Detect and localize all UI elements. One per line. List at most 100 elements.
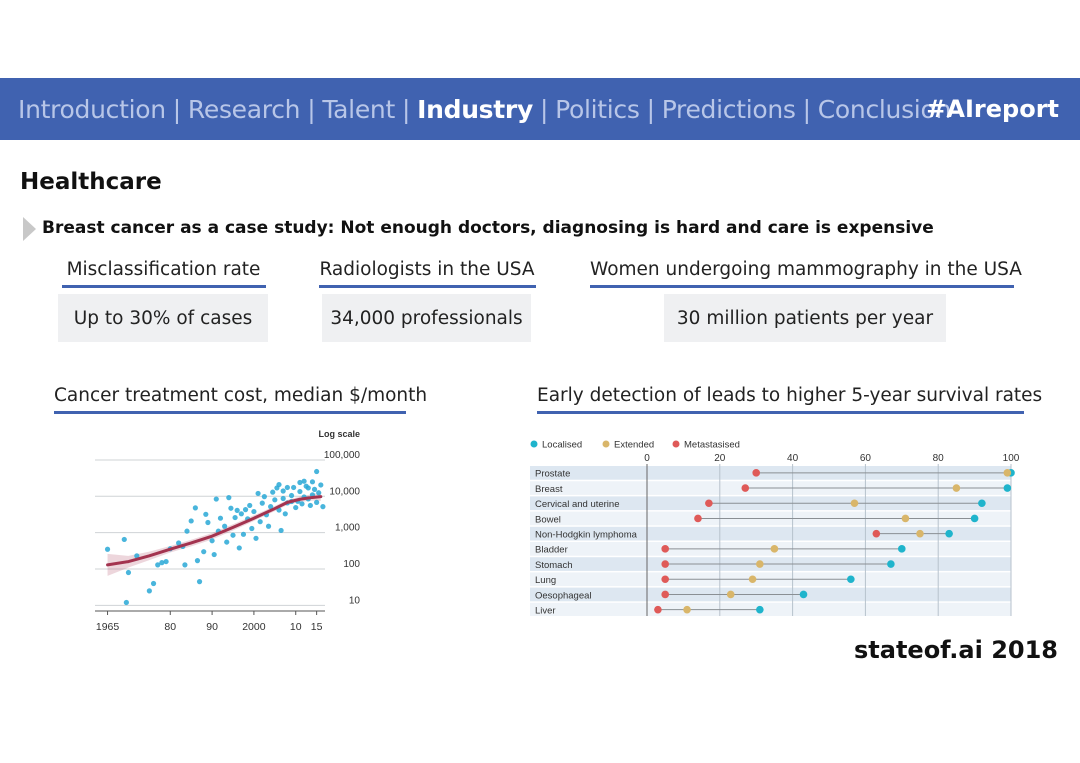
cost-data-point bbox=[184, 528, 190, 534]
nav-item-politics[interactable]: Politics bbox=[555, 94, 640, 124]
category-label: Oesophageal bbox=[535, 590, 592, 601]
category-label: Liver bbox=[535, 606, 556, 617]
cost-y-tick-label: 10,000 bbox=[329, 486, 360, 497]
cost-data-point bbox=[301, 478, 307, 484]
section-title: Healthcare bbox=[20, 169, 162, 195]
cost-x-tick-label: 80 bbox=[164, 621, 176, 633]
cost-data-point bbox=[291, 484, 297, 491]
nav-separator: | bbox=[172, 94, 181, 124]
survival-dot-extended bbox=[770, 545, 779, 553]
cost-y-scale-label: Log scale bbox=[318, 429, 360, 439]
row-background bbox=[530, 526, 1011, 541]
legend-label: Metastasised bbox=[684, 440, 740, 451]
cost-data-point bbox=[314, 499, 320, 505]
survival-x-tick-label: 60 bbox=[860, 453, 872, 464]
cost-data-point bbox=[228, 505, 234, 511]
cost-data-point bbox=[242, 507, 249, 513]
cost-data-point bbox=[305, 485, 311, 491]
legend-marker bbox=[530, 440, 538, 448]
cost-data-point bbox=[224, 539, 230, 545]
nav-item-research[interactable]: Research bbox=[187, 94, 301, 124]
survival-dot-extended bbox=[901, 514, 910, 523]
footer-brand: stateof.ai 2018 bbox=[853, 636, 1058, 664]
cost-data-point bbox=[265, 523, 272, 529]
survival-dot-metastasised bbox=[654, 605, 662, 614]
nav-item-introduction[interactable]: Introduction bbox=[18, 94, 166, 124]
cost-data-point bbox=[272, 497, 278, 503]
cost-data-point bbox=[280, 495, 286, 502]
cost-data-point bbox=[297, 488, 303, 495]
survival-dot-metastasised bbox=[661, 590, 669, 599]
cost-data-point bbox=[251, 508, 257, 515]
nav-separator: | bbox=[646, 94, 655, 124]
chart-title-underline bbox=[54, 411, 406, 414]
cost-data-point bbox=[201, 549, 207, 555]
nav-separator: | bbox=[401, 94, 411, 124]
category-label: Lung bbox=[535, 575, 556, 586]
chart-title-underline bbox=[537, 411, 1024, 414]
case-study-title: Breast cancer as a case study: Not enoug… bbox=[42, 218, 934, 238]
category-label: Cervical and uterine bbox=[535, 499, 620, 510]
category-label: Stomach bbox=[535, 560, 573, 571]
stat-underline bbox=[590, 285, 1014, 288]
stat-label-radiologists: Radiologists in the USA bbox=[319, 259, 535, 280]
cost-x-tick-label: 15 bbox=[311, 621, 323, 633]
nav-item-industry[interactable]: Industry bbox=[417, 94, 533, 124]
cost-data-point bbox=[146, 588, 152, 594]
cost-data-point bbox=[104, 546, 111, 552]
cost-data-point bbox=[249, 525, 255, 532]
cost-data-point bbox=[255, 490, 261, 497]
survival-dot-localised bbox=[887, 560, 895, 568]
cost-data-point bbox=[203, 511, 209, 517]
cost-x-tick-label: 1965 bbox=[96, 621, 120, 633]
survival-dot-localised bbox=[756, 605, 764, 614]
cost-data-point bbox=[194, 558, 201, 564]
chevron-right-icon bbox=[23, 217, 36, 241]
survival-dot-extended bbox=[1003, 469, 1012, 477]
survival-dot-metastasised bbox=[661, 545, 669, 553]
category-label: Non-Hodgkin lymphoma bbox=[535, 530, 638, 541]
cost-data-point bbox=[280, 488, 286, 494]
cost-chart-title: Cancer treatment cost, median $/month bbox=[54, 385, 428, 406]
nav-item-predictions[interactable]: Predictions bbox=[661, 94, 796, 124]
legend-marker bbox=[672, 440, 680, 448]
survival-dot-extended bbox=[748, 575, 757, 584]
category-label: Bowel bbox=[535, 514, 561, 525]
stat-underline bbox=[62, 285, 266, 288]
cost-data-point bbox=[176, 540, 182, 546]
cost-data-point bbox=[226, 495, 232, 501]
cost-x-tick-label: 10 bbox=[290, 621, 302, 633]
cost-data-point bbox=[309, 479, 316, 485]
cost-data-point bbox=[276, 481, 282, 488]
nav-item-talent[interactable]: Talent bbox=[322, 94, 395, 124]
stat-underline bbox=[319, 285, 536, 288]
survival-dot-localised bbox=[945, 529, 953, 538]
cost-data-point bbox=[217, 515, 224, 521]
survival-dot-metastasised bbox=[705, 499, 713, 508]
survival-dot-chart: Localised Extended Metastasised Prostate Br… bbox=[530, 440, 1020, 617]
category-label: Prostate bbox=[535, 469, 570, 480]
cost-data-point bbox=[297, 479, 303, 486]
survival-dot-extended bbox=[952, 484, 961, 492]
cost-data-point bbox=[240, 531, 247, 537]
cost-data-point bbox=[261, 494, 267, 500]
cost-data-point bbox=[134, 553, 140, 559]
cost-y-tick-label: 10 bbox=[349, 595, 361, 606]
stat-value-mammography: 30 million patients per year bbox=[664, 294, 946, 342]
survival-dot-localised bbox=[1003, 484, 1012, 492]
survival-dot-extended bbox=[756, 560, 764, 568]
cost-data-point bbox=[196, 579, 203, 585]
cost-data-point bbox=[238, 511, 244, 517]
stat-value-radiologists: 34,000 professionals bbox=[322, 294, 531, 342]
row-background bbox=[530, 602, 1011, 616]
cost-data-point bbox=[236, 545, 242, 551]
cost-data-point bbox=[232, 514, 238, 521]
nav-item-conclusion[interactable]: Conclusion bbox=[817, 94, 952, 124]
cost-data-point bbox=[293, 504, 299, 511]
cost-data-point bbox=[259, 500, 265, 506]
nav-separator: | bbox=[802, 94, 811, 124]
nav-menu: Introduction | Research | Talent | Indus… bbox=[18, 78, 951, 140]
survival-dot-metastasised bbox=[661, 560, 669, 568]
survival-x-tick-label: 80 bbox=[933, 453, 945, 464]
survival-chart-title: Early detection of leads to higher 5-yea… bbox=[537, 385, 1043, 406]
